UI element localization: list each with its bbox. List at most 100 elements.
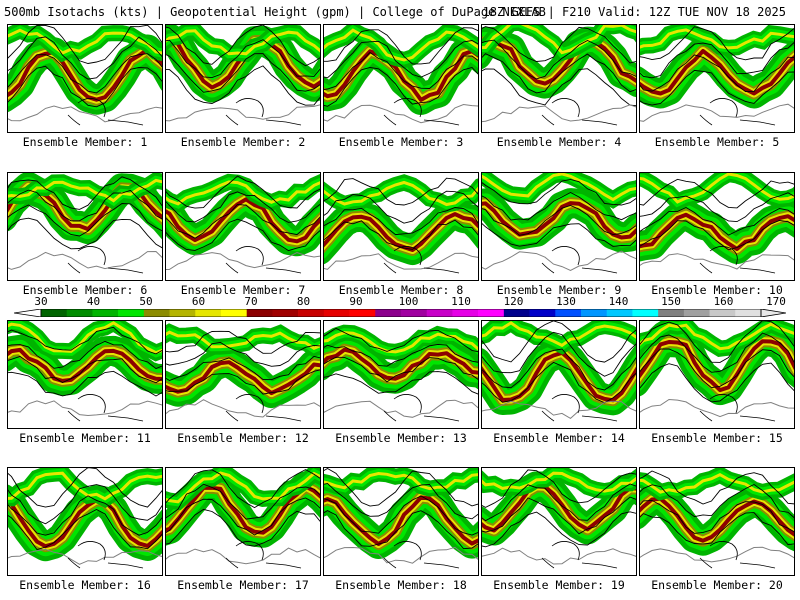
coastline (383, 394, 460, 422)
ensemble-member-label: Ensemble Member: 17 (177, 578, 309, 592)
southern-height-contour (324, 546, 478, 564)
ensemble-member-label: Ensemble Member: 11 (19, 431, 151, 445)
colorbar-tick-label: 50 (139, 295, 153, 308)
colorbar-swatch (169, 309, 196, 317)
height-contour (482, 361, 636, 404)
colorbar-tick-label: 130 (556, 295, 576, 308)
colorbar-swatch (349, 309, 376, 317)
height-contour (166, 65, 320, 106)
ensemble-member-label: Ensemble Member: 20 (651, 578, 783, 592)
height-contour (324, 483, 478, 520)
ensemble-map (323, 320, 479, 429)
height-contour (482, 483, 636, 522)
ensemble-panel: Ensemble Member: 17 (165, 467, 321, 593)
height-contour (166, 369, 320, 395)
height-contour (166, 469, 320, 509)
height-contour (166, 204, 320, 239)
colorbar-tick-label: 80 (296, 295, 311, 308)
secondary-jet-band (640, 473, 794, 494)
height-contour (640, 470, 794, 505)
ensemble-panel: Ensemble Member: 18 (323, 467, 479, 593)
ensemble-panel: Ensemble Member: 6 (7, 172, 163, 298)
southern-height-contour (166, 104, 320, 122)
height-contour (166, 355, 320, 381)
height-contour (640, 42, 794, 79)
height-contour (640, 69, 794, 106)
ensemble-member-label: Ensemble Member: 15 (651, 431, 783, 445)
height-contour (324, 40, 478, 79)
secondary-jet-band (166, 180, 320, 206)
colorbar-swatch (195, 309, 222, 317)
height-contour (482, 26, 636, 64)
height-contour (8, 495, 162, 536)
ensemble-member-label: Ensemble Member: 9 (496, 283, 622, 297)
southern-height-contour (8, 105, 162, 123)
ensemble-member-label: Ensemble Member: 1 (22, 135, 148, 149)
jet-stream-band (324, 212, 478, 252)
colorbar-tick-label: 150 (661, 295, 681, 308)
header-product-title: 500mb Isotachs (kts) | Geopotential Heig… (4, 5, 546, 19)
ensemble-map (481, 467, 637, 576)
colorbar-tick-label: 160 (713, 295, 734, 308)
coastline (699, 246, 776, 274)
southern-height-contour (324, 252, 478, 270)
colorbar-swatch (452, 309, 479, 317)
coastline (541, 246, 618, 274)
height-contour (324, 343, 478, 367)
colorbar-swatch (709, 309, 736, 317)
height-contour (482, 348, 636, 391)
height-contour (166, 330, 320, 354)
height-contour (482, 469, 636, 508)
jet-stream-band (640, 496, 794, 543)
height-contour (640, 178, 794, 209)
colorbar-swatch (272, 309, 299, 317)
height-contour (166, 191, 320, 223)
coastline (225, 394, 302, 422)
colorbar-swatch (555, 309, 582, 317)
header-valid-time: 18Z GEFS | F210 Valid: 12Z TUE NOV 18 20… (482, 5, 786, 19)
ensemble-member-label: Ensemble Member: 2 (180, 135, 306, 149)
height-contour (324, 177, 478, 206)
ensemble-member-label: Ensemble Member: 12 (177, 431, 309, 445)
ensemble-map (7, 24, 163, 133)
secondary-jet-band (640, 322, 794, 351)
height-contour (640, 332, 794, 373)
height-contour (324, 219, 478, 250)
ensemble-panel: Ensemble Member: 19 (481, 467, 637, 593)
coastline (67, 394, 144, 422)
secondary-jet-band (166, 29, 320, 56)
colorbar-swatch (246, 309, 273, 317)
coastline (383, 541, 460, 569)
colorbar-swatch (581, 309, 608, 317)
southern-height-contour (8, 548, 162, 565)
secondary-jet-band (482, 471, 636, 493)
colorbar-tick-label: 90 (349, 295, 363, 308)
colorbar-swatch (658, 309, 685, 317)
ensemble-panel: Ensemble Member: 1 (7, 24, 163, 150)
height-contour (8, 355, 162, 384)
height-contour (482, 178, 636, 206)
height-contour (640, 362, 794, 403)
southern-height-contour (482, 400, 636, 420)
height-contour (640, 206, 794, 236)
ensemble-map (7, 320, 163, 429)
ensemble-map (165, 24, 321, 133)
ensemble-map (7, 467, 163, 576)
colorbar-tick-label: 140 (608, 295, 629, 308)
height-contour (482, 331, 636, 377)
height-contour (640, 26, 794, 61)
colorbar-swatch (92, 309, 119, 317)
height-contour (640, 499, 794, 534)
ensemble-panel: Ensemble Member: 10 (639, 172, 795, 298)
height-contour (8, 340, 162, 370)
southern-height-contour (640, 546, 794, 563)
height-contour (324, 327, 478, 353)
ensemble-member-label: Ensemble Member: 5 (654, 135, 780, 149)
colorbar-tick-label: 110 (451, 295, 471, 308)
colorbar-tick-label: 30 (34, 295, 48, 308)
height-contour (324, 356, 478, 383)
height-contour (324, 495, 478, 536)
jet-stream-band (8, 347, 162, 383)
jet-stream-band (324, 347, 478, 381)
colorbar-tick-label: 40 (86, 295, 101, 308)
